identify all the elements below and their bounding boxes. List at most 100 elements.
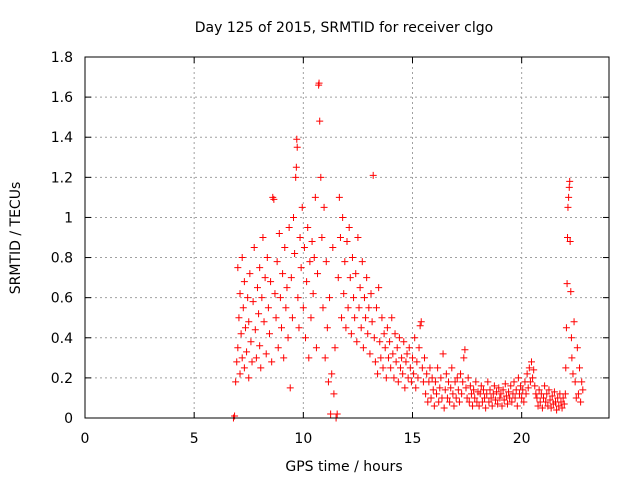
- data-point: [278, 324, 285, 332]
- data-point: [550, 388, 558, 396]
- data-point: [422, 390, 430, 398]
- data-point: [382, 374, 390, 382]
- data-point: [283, 284, 291, 292]
- data-point: [343, 238, 351, 246]
- data-point: [317, 173, 325, 181]
- data-point: [329, 244, 337, 252]
- data-point: [238, 254, 246, 262]
- data-point: [488, 402, 496, 410]
- data-point: [412, 384, 420, 392]
- x-tick-label: 15: [404, 431, 422, 447]
- data-point: [566, 177, 574, 185]
- data-point: [298, 203, 306, 211]
- data-point: [285, 223, 293, 231]
- data-point: [369, 171, 377, 179]
- data-point: [239, 304, 247, 312]
- data-point: [508, 398, 516, 406]
- data-point: [333, 410, 341, 418]
- data-point: [576, 364, 584, 372]
- data-point: [339, 213, 347, 221]
- data-point: [261, 274, 269, 282]
- data-point: [351, 314, 359, 322]
- data-point: [522, 390, 530, 398]
- data-point: [272, 314, 280, 322]
- data-point: [515, 390, 523, 398]
- data-point: [470, 386, 478, 394]
- data-point: [447, 384, 455, 392]
- data-point: [234, 344, 242, 352]
- data-point: [553, 406, 561, 414]
- data-point: [448, 364, 456, 372]
- data-point: [232, 378, 240, 386]
- data-point: [577, 398, 585, 406]
- data-point: [335, 193, 343, 201]
- data-point: [318, 234, 326, 241]
- data-point: [529, 374, 537, 382]
- data-point: [362, 314, 370, 322]
- data-point: [392, 358, 400, 366]
- data-point: [482, 404, 490, 412]
- data-point: [240, 364, 248, 372]
- data-point: [340, 290, 348, 298]
- data-point: [320, 203, 328, 211]
- data-point: [308, 238, 316, 246]
- data-point: [433, 390, 441, 398]
- data-point: [572, 394, 580, 402]
- data-point: [328, 370, 336, 378]
- data-point: [579, 386, 587, 394]
- data-point: [565, 193, 573, 201]
- data-point: [234, 264, 242, 272]
- data-point: [501, 380, 509, 388]
- data-point: [354, 234, 362, 241]
- data-point: [240, 278, 248, 286]
- data-point: [389, 350, 397, 358]
- data-point: [293, 143, 301, 151]
- data-point: [478, 398, 486, 406]
- data-point: [286, 384, 294, 392]
- data-point: [404, 374, 412, 382]
- data-point: [391, 330, 399, 338]
- data-point: [564, 203, 572, 211]
- data-point: [567, 288, 575, 296]
- plot-frame: [84, 56, 610, 419]
- data-point: [331, 344, 339, 352]
- data-point: [401, 384, 409, 392]
- data-point: [531, 382, 539, 390]
- data-point: [517, 382, 525, 390]
- data-point: [292, 163, 300, 171]
- data-point: [235, 314, 243, 322]
- data-point: [363, 274, 371, 282]
- data-point: [469, 402, 477, 410]
- data-point: [379, 364, 387, 372]
- data-point: [334, 274, 342, 282]
- data-point: [483, 390, 491, 398]
- data-point: [311, 193, 319, 201]
- data-point: [443, 394, 451, 402]
- x-tick-labels: 0 5 10 15 20: [81, 431, 531, 447]
- data-point: [465, 398, 473, 406]
- data-point: [518, 394, 526, 402]
- data-point: [274, 344, 282, 352]
- x-tick-label: 0: [81, 431, 90, 447]
- data-point: [275, 229, 283, 237]
- data-point: [562, 324, 570, 332]
- data-point: [421, 354, 429, 362]
- data-point: [376, 338, 384, 346]
- data-point: [236, 370, 244, 378]
- data-point: [410, 370, 418, 378]
- data-point: [364, 330, 372, 338]
- data-point: [533, 394, 541, 402]
- data-point: [454, 386, 462, 394]
- data-point: [578, 378, 586, 386]
- data-point: [563, 280, 571, 288]
- data-point: [281, 244, 289, 252]
- data-point: [270, 195, 278, 203]
- data-point: [547, 404, 555, 412]
- data-point: [346, 274, 354, 282]
- data-point: [541, 382, 549, 390]
- data-point: [330, 390, 338, 398]
- data-point: [279, 270, 287, 278]
- data-point: [287, 274, 295, 282]
- data-point: [398, 354, 406, 362]
- y-axis-label: SRMTID / TECUs: [8, 182, 24, 295]
